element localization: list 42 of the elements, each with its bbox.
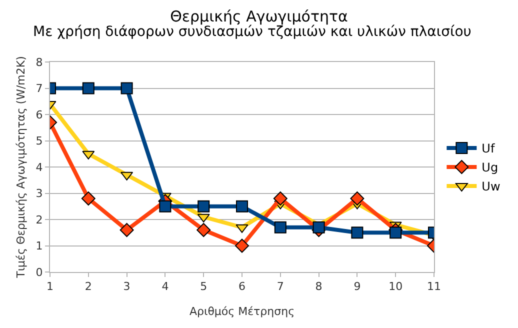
y-axis-title: Τιμές Θερμικής Αγωγιμότητας (W/m2K) — [14, 56, 28, 279]
point — [351, 226, 364, 239]
x-tick-label: 3 — [123, 280, 130, 294]
legend-label: Ug — [482, 160, 498, 175]
x-tick-label: 6 — [238, 280, 246, 294]
y-tick-label: 7 — [36, 82, 43, 96]
x-tick-label: 8 — [315, 280, 322, 294]
x-tick-label: 4 — [162, 280, 169, 294]
chart-subtitle: Με χρήση διάφορων συνδιασμών τζαμιών και υλικών πλαισίου — [33, 24, 472, 40]
legend-label: Uw — [482, 180, 500, 194]
y-tick-label: 5 — [36, 134, 43, 148]
y-tick-label: 3 — [36, 187, 43, 200]
x-tick-label: 9 — [354, 280, 361, 294]
point — [82, 82, 94, 94]
point — [273, 192, 288, 206]
x-tick-label: 1 — [46, 280, 54, 294]
point — [120, 82, 133, 94]
y-tick-label: 1 — [36, 240, 43, 253]
point — [159, 200, 172, 212]
x-axis-title: Αριθμός Μέτρησης — [189, 305, 295, 318]
y-tick-label: 6 — [36, 108, 43, 122]
point — [235, 238, 249, 253]
point — [350, 192, 364, 206]
x-tick-label: 11 — [427, 280, 441, 294]
x-tick-label: 7 — [276, 280, 284, 294]
x-tick-label: 2 — [84, 280, 92, 294]
point — [312, 221, 325, 234]
legend-label: Uf — [482, 142, 496, 156]
chart-title: Θερμικής Αγωγιμότητα — [170, 8, 348, 26]
point — [390, 226, 402, 239]
y-tick-label: 8 — [36, 56, 43, 69]
x-tick-label: 5 — [200, 280, 208, 294]
x-tick-label: 10 — [388, 280, 403, 294]
point — [81, 192, 96, 206]
point — [196, 223, 211, 237]
point — [274, 221, 286, 234]
point — [198, 200, 210, 212]
y-tick-label: 2 — [36, 213, 43, 226]
y-tick-label: 0 — [36, 266, 43, 279]
point — [236, 200, 248, 212]
y-tick-label: 4 — [36, 160, 43, 174]
point — [120, 223, 134, 237]
